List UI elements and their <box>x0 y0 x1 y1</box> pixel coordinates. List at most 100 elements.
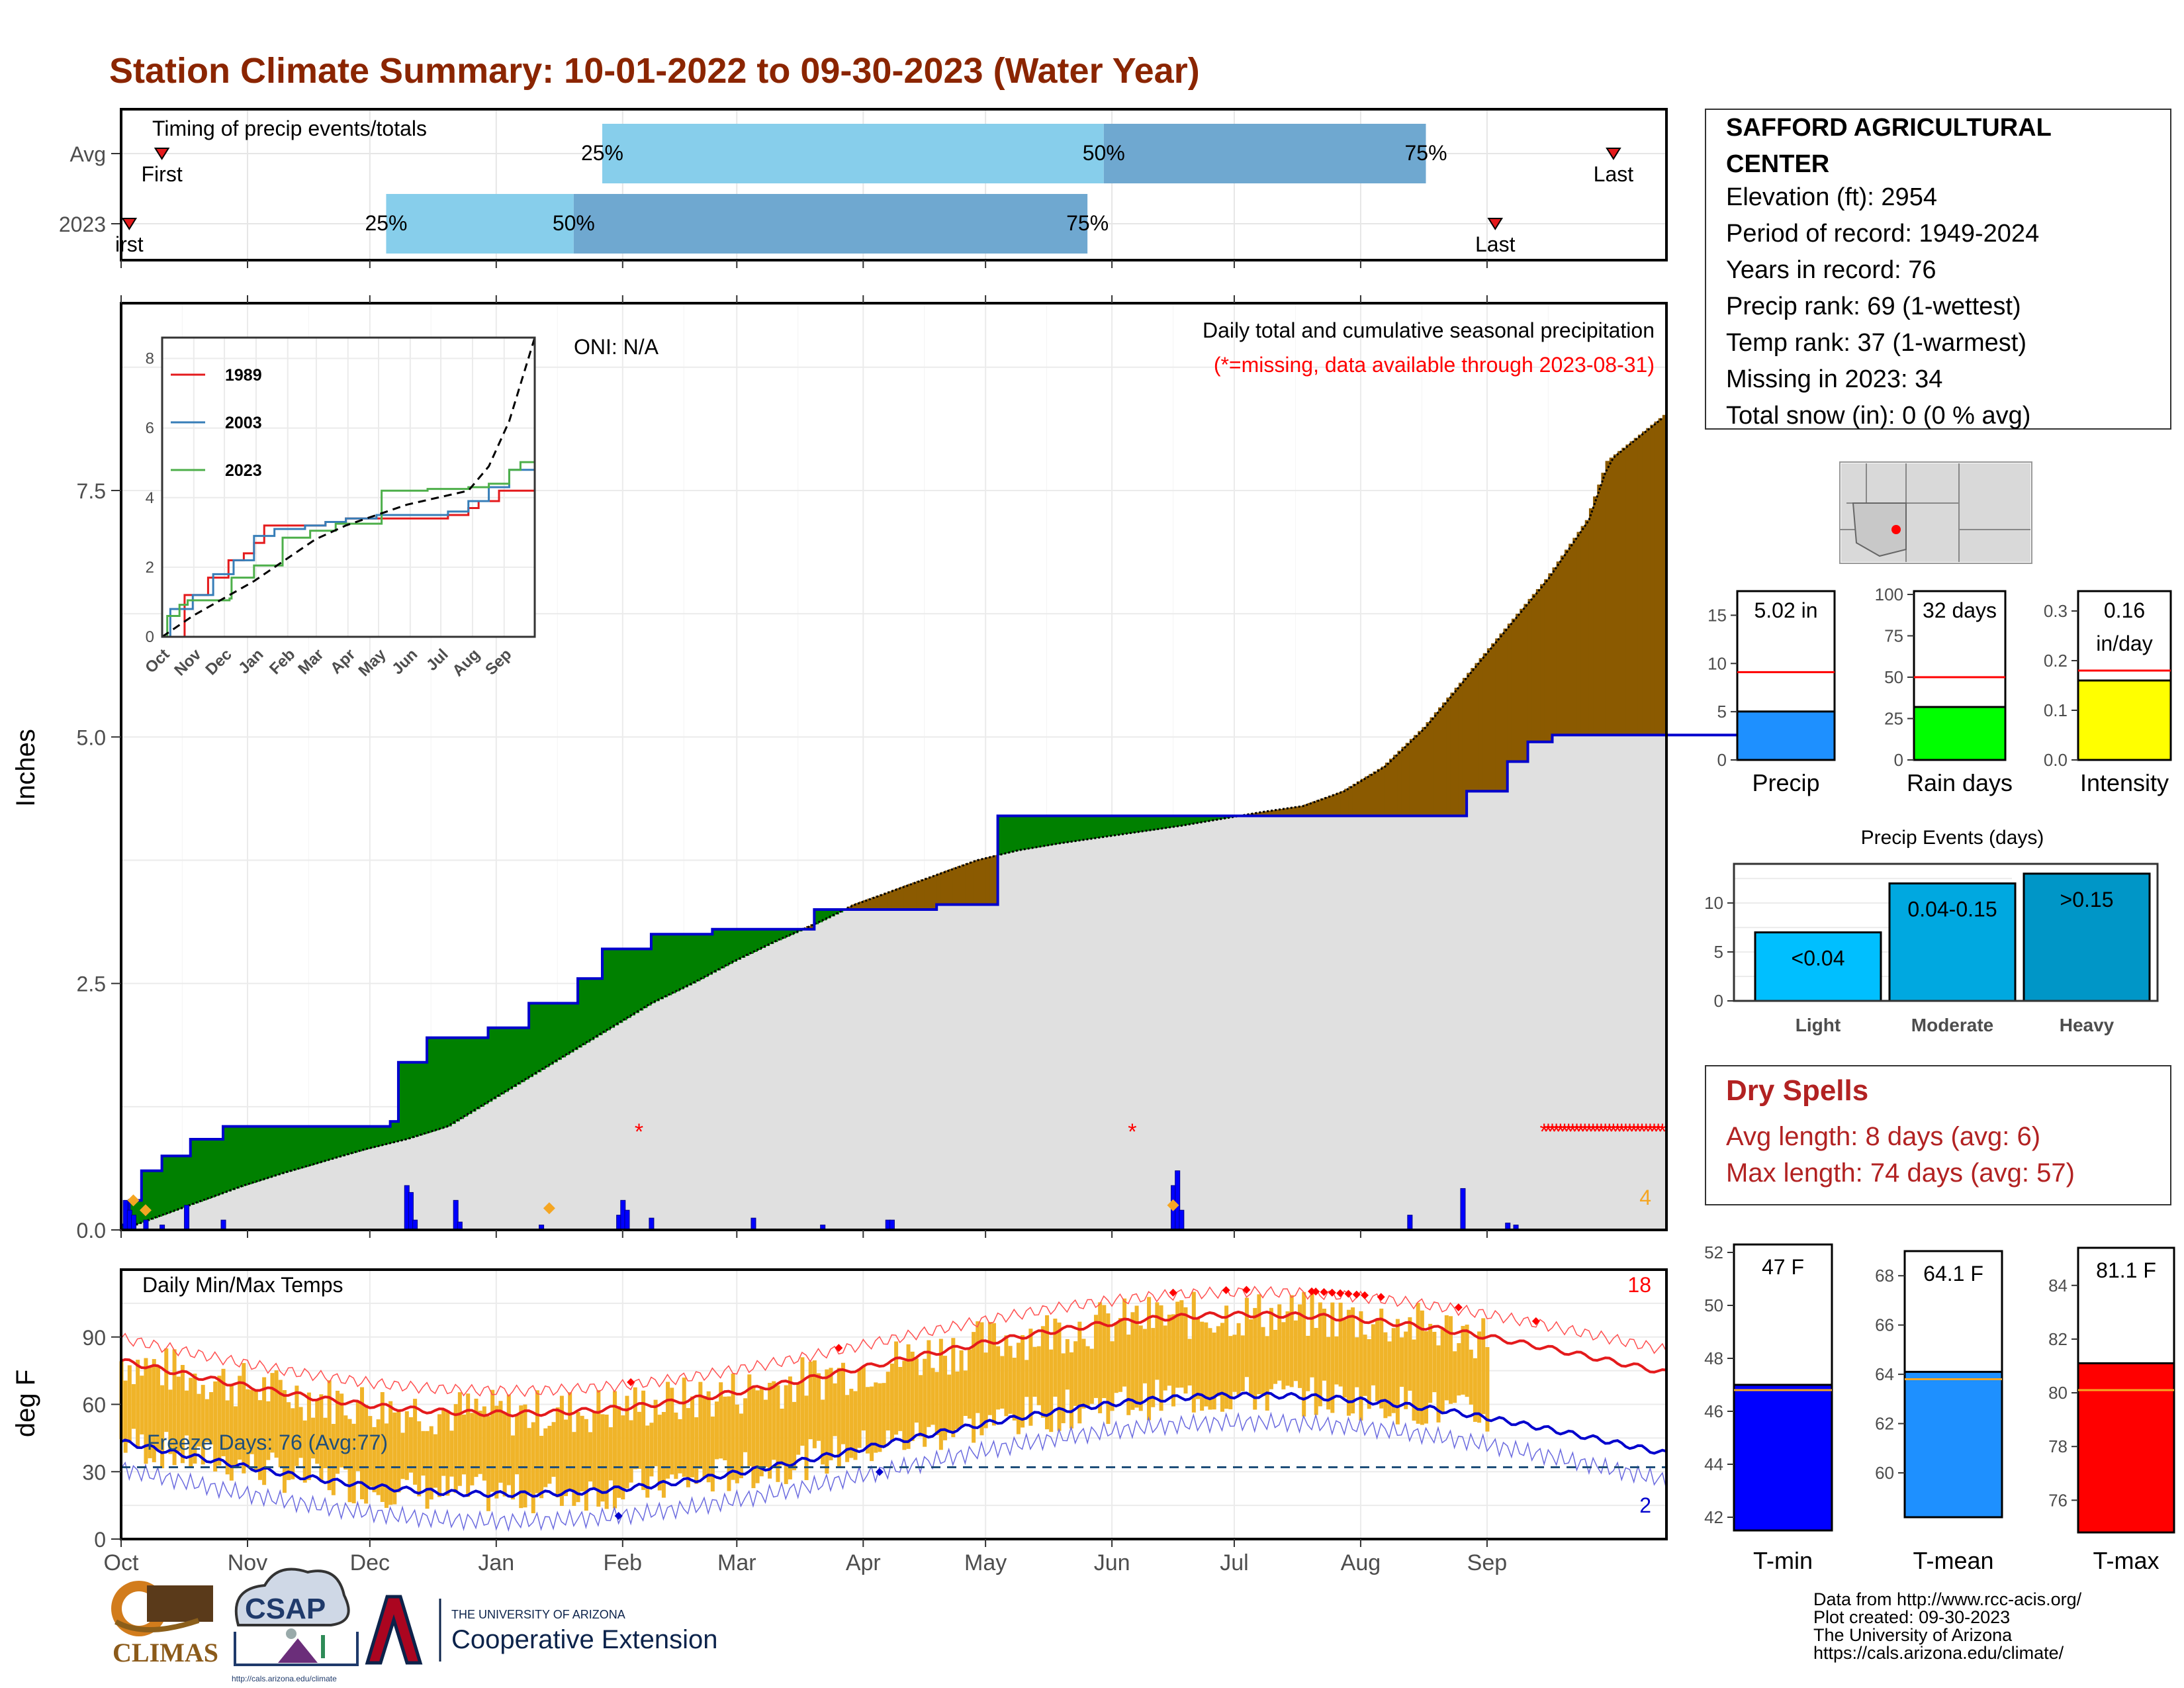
deficit-area-segment <box>981 858 986 905</box>
daily-temp-bar <box>1155 1302 1160 1380</box>
surplus-area-segment <box>1103 816 1109 837</box>
record-high-marker <box>835 1344 843 1352</box>
missing-day-marker: * <box>1613 1119 1621 1145</box>
surplus-area-segment <box>361 1126 367 1150</box>
daily-temp-bar <box>1363 1335 1367 1396</box>
daily-temp-bar <box>938 1338 943 1450</box>
daily-temp-bar <box>355 1401 360 1472</box>
surplus-area-segment <box>300 1126 305 1168</box>
mini-bar-tick: 10 <box>1707 653 1727 673</box>
daily-temp-bar <box>612 1391 617 1509</box>
daily-temp-bar <box>1342 1319 1347 1398</box>
daily-temp-bar <box>972 1332 976 1443</box>
surplus-area-segment <box>516 1027 522 1085</box>
daily-temp-bar <box>747 1374 752 1466</box>
surplus-area-segment <box>133 1200 138 1226</box>
daily-precip-bar <box>624 1209 630 1231</box>
temp-bar-tick: 62 <box>1875 1414 1894 1434</box>
daily-temp-bar <box>1428 1323 1433 1403</box>
oni-label: ONI: N/A <box>574 335 659 359</box>
surplus-area-segment <box>667 934 672 996</box>
daily-temp-bar <box>1021 1335 1025 1428</box>
surplus-area-segment <box>1050 816 1056 845</box>
temps-y-axis-label: deg F <box>11 1370 40 1437</box>
deficit-area-segment <box>1625 444 1631 735</box>
deficit-area-segment <box>1369 774 1374 816</box>
surplus-area-segment <box>704 934 709 977</box>
daily-temp-bar <box>666 1382 670 1479</box>
month-tick-label: Mar <box>717 1550 756 1575</box>
daily-temp-bar <box>1183 1307 1188 1394</box>
surplus-area-segment <box>712 929 717 973</box>
y-tick-label: 30 <box>82 1460 106 1484</box>
mini-bar-tick: 0.2 <box>2044 651 2068 671</box>
daily-temp-bar <box>1273 1329 1278 1384</box>
temp-bar-tick: 64 <box>1875 1364 1894 1384</box>
cold-days-count: 2 <box>1639 1493 1651 1517</box>
daily-temp-bar <box>298 1407 303 1458</box>
deficit-area-segment <box>1328 795 1333 816</box>
daily-temp-bar <box>670 1387 674 1475</box>
surplus-area-segment <box>790 929 795 935</box>
daily-temp-bar <box>131 1383 136 1429</box>
daily-temp-bar <box>1432 1331 1437 1393</box>
daily-temp-bar <box>343 1415 348 1470</box>
missing-day-marker: * <box>1576 1119 1585 1145</box>
deficit-area-segment <box>1507 624 1512 762</box>
daily-temp-bar <box>201 1385 205 1465</box>
daily-temp-bar <box>845 1395 850 1462</box>
daily-temp-bar <box>413 1399 418 1485</box>
daily-temp-bar <box>1118 1318 1122 1392</box>
daily-temp-bar <box>1277 1304 1282 1381</box>
daily-temp-bar <box>494 1405 499 1499</box>
daily-temp-bar <box>1387 1341 1392 1417</box>
deficit-area-segment <box>1629 441 1635 735</box>
surplus-area-segment <box>382 1126 387 1145</box>
timing-marker-first <box>121 218 138 230</box>
month-tick-label: Aug <box>1341 1550 1381 1575</box>
mini-bar-tick: 0.1 <box>2044 700 2068 720</box>
surplus-area-segment <box>199 1139 203 1202</box>
timing-marker-last <box>1487 218 1504 230</box>
inset-x-tick: Jun <box>388 645 421 678</box>
inset-frame <box>161 336 536 638</box>
surplus-area-segment <box>174 1156 179 1211</box>
daily-temp-bar <box>1330 1302 1335 1413</box>
surplus-area-segment <box>1128 816 1133 833</box>
daily-temp-bar <box>955 1371 960 1430</box>
temp-bar-tick: 68 <box>1875 1266 1894 1286</box>
surplus-area-segment <box>524 1027 529 1080</box>
daily-temp-bar <box>457 1392 462 1486</box>
surplus-area-segment <box>210 1139 216 1197</box>
daily-temp-bar <box>629 1420 633 1483</box>
daily-temp-bar <box>555 1407 560 1497</box>
timing-pct-label: 75% <box>1404 141 1447 165</box>
precip-frame <box>120 302 1668 1231</box>
daily-temp-bar <box>176 1376 181 1452</box>
inset-y-tick: 4 <box>146 489 154 507</box>
surplus-area-segment <box>267 1126 273 1178</box>
y-tick-label: 60 <box>82 1393 106 1417</box>
deficit-area-segment <box>1418 731 1422 816</box>
daily-temp-bar <box>535 1390 539 1493</box>
deficit-area-segment <box>1462 677 1467 816</box>
daily-temp-bar <box>396 1409 401 1493</box>
daily-temp-bar <box>1073 1341 1078 1406</box>
daily-temp-bar <box>906 1344 911 1449</box>
deficit-area-segment <box>1560 555 1565 735</box>
daily-temp-bar <box>466 1393 471 1497</box>
daily-temp-bar <box>1057 1322 1062 1431</box>
record-high-marker <box>1531 1317 1540 1325</box>
daily-temp-bar <box>1244 1297 1249 1378</box>
deficit-area-segment <box>1569 543 1573 735</box>
month-tick-label: Dec <box>350 1550 390 1575</box>
daily-temp-bar <box>1208 1328 1212 1410</box>
events-frame <box>1733 863 2159 1002</box>
temp-bar-tick: 52 <box>1704 1243 1723 1262</box>
surplus-area-segment <box>1091 816 1097 839</box>
deficit-area-segment <box>1365 776 1369 816</box>
surplus-area-segment <box>724 929 729 966</box>
daily-temp-bar <box>788 1376 792 1479</box>
temp-bar-tick: 46 <box>1704 1401 1723 1421</box>
